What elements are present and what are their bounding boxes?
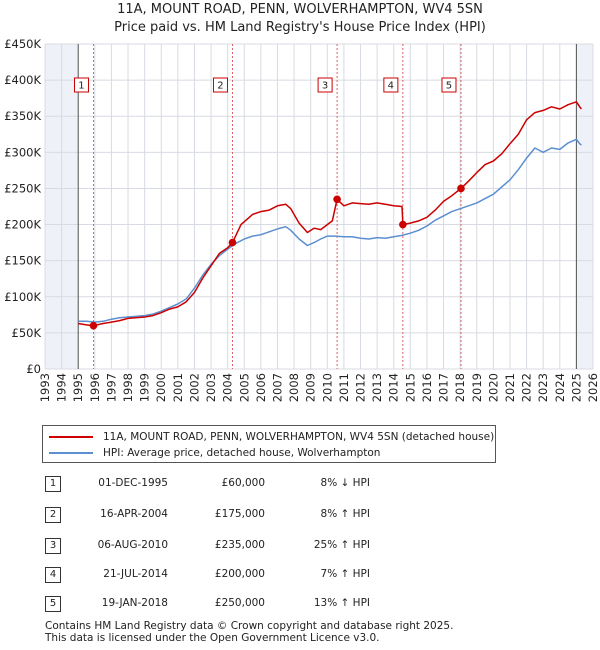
- x-tick-label: 2012: [354, 373, 368, 402]
- legend-swatch-red: [49, 436, 93, 438]
- marker-box: [383, 77, 399, 93]
- x-tick-label: 1994: [55, 373, 69, 402]
- x-tick-label: 2026: [586, 373, 600, 402]
- table-row: 4 21-JUL-2014 £200,000 7% ↑ HPI: [0, 567, 600, 585]
- row-hpi: 7% ↑ HPI: [320, 568, 370, 580]
- row-date: 21-JUL-2014: [103, 568, 168, 580]
- x-tick-label: 2004: [221, 373, 235, 402]
- row-number-badge: 1: [45, 476, 61, 492]
- marker-label: 4: [388, 81, 394, 92]
- x-tick-label: 2020: [486, 373, 500, 402]
- chart-legend: 11A, MOUNT ROAD, PENN, WOLVERHAMPTON, WV…: [42, 425, 496, 463]
- y-tick-label: £150K: [4, 254, 41, 268]
- row-date: 01-DEC-1995: [98, 477, 168, 489]
- row-price: £235,000: [214, 539, 265, 551]
- x-tick-label: 1998: [121, 373, 135, 402]
- x-tick-label: 2017: [437, 373, 451, 402]
- legend-swatch-blue: [49, 452, 93, 454]
- row-hpi: 8% ↑ HPI: [320, 508, 370, 520]
- marker-box: [441, 77, 457, 93]
- x-tick-label: 2021: [503, 373, 517, 402]
- row-price: £200,000: [214, 568, 265, 580]
- y-tick-label: £400K: [4, 73, 41, 87]
- x-tick-label: 2001: [171, 373, 185, 402]
- x-tick-label: 2008: [287, 373, 301, 402]
- x-tick-label: 2003: [204, 373, 218, 402]
- row-number-badge: 2: [45, 507, 61, 523]
- table-row: 1 01-DEC-1995 £60,000 8% ↓ HPI: [0, 476, 600, 494]
- legend-label-hpi: HPI: Average price, detached house, Wolv…: [103, 447, 381, 459]
- x-tick-label: 2009: [304, 373, 318, 402]
- x-tick-label: 2011: [337, 373, 351, 402]
- price-chart: 1 2 3 4 5 £0 £50K £100K £150K £200K £250K £300K £35…: [4, 37, 600, 402]
- hpi-line: [78, 138, 582, 323]
- x-tick-label: 1997: [104, 373, 118, 402]
- x-tick-label: 2014: [387, 373, 401, 402]
- marker-box: [73, 77, 89, 93]
- x-tick-label: 2018: [453, 373, 467, 402]
- sale-point: [457, 184, 465, 193]
- x-tick-label: 2015: [403, 373, 417, 402]
- y-tick-label: £450K: [4, 37, 41, 51]
- row-hpi: 25% ↑ HPI: [313, 539, 370, 551]
- row-number-badge: 4: [45, 567, 61, 583]
- table-row: 2 16-APR-2004 £175,000 8% ↑ HPI: [0, 507, 600, 525]
- legend-item-property: 11A, MOUNT ROAD, PENN, WOLVERHAMPTON, WV…: [49, 430, 494, 444]
- marker-label: 2: [217, 81, 223, 92]
- x-tick-label: 2010: [320, 373, 334, 402]
- footer-copyright: Contains HM Land Registry data © Crown c…: [45, 620, 454, 632]
- sale-point: [89, 321, 98, 330]
- x-tick-label: 2000: [154, 373, 168, 402]
- x-tick-label: 1999: [138, 373, 152, 402]
- marker-box: [212, 77, 228, 93]
- row-price: £250,000: [214, 597, 265, 609]
- marker-label: 5: [446, 81, 452, 92]
- marker-label: 1: [78, 81, 84, 92]
- x-tick-label: 1996: [88, 373, 102, 402]
- y-tick-label: £100K: [4, 290, 41, 304]
- y-tick-label: £0: [26, 362, 41, 376]
- table-row: 3 06-AUG-2010 £235,000 25% ↑ HPI: [0, 538, 600, 556]
- marker-label: 3: [322, 81, 328, 92]
- row-number-badge: 5: [45, 596, 61, 612]
- row-price: £60,000: [221, 477, 265, 489]
- chart-title: 11A, MOUNT ROAD, PENN, WOLVERHAMPTON, WV…: [117, 2, 483, 17]
- x-tick-label: 2019: [470, 373, 484, 402]
- x-tick-label: 2005: [237, 373, 251, 402]
- y-tick-label: £250K: [4, 181, 41, 195]
- row-date: 06-AUG-2010: [97, 539, 168, 551]
- y-tick-label: £350K: [4, 109, 41, 123]
- y-tick-label: £300K: [4, 145, 41, 159]
- x-tick-label: 1995: [71, 373, 85, 402]
- sale-point: [228, 238, 237, 247]
- x-tick-label: 2022: [520, 373, 534, 402]
- row-date: 16-APR-2004: [100, 508, 168, 520]
- x-tick-label: 2013: [370, 373, 384, 402]
- y-tick-label: £200K: [4, 218, 41, 232]
- legend-label-property: 11A, MOUNT ROAD, PENN, WOLVERHAMPTON, WV…: [103, 431, 495, 443]
- row-date: 19-JAN-2018: [101, 597, 168, 609]
- x-tick-label: 1993: [38, 373, 52, 402]
- legend-item-hpi: HPI: Average price, detached house, Wolv…: [49, 446, 380, 460]
- x-tick-label: 2016: [420, 373, 434, 402]
- table-row: 5 19-JAN-2018 £250,000 13% ↑ HPI: [0, 596, 600, 614]
- x-tick-label: 2007: [270, 373, 284, 402]
- chart-subtitle: Price paid vs. HM Land Registry's House …: [114, 20, 486, 35]
- row-number-badge: 3: [45, 538, 61, 554]
- x-tick-label: 2023: [536, 373, 550, 402]
- marker-box: [317, 77, 333, 93]
- x-tick-label: 2025: [569, 373, 583, 402]
- sale-point: [333, 195, 341, 204]
- row-price: £175,000: [214, 508, 265, 520]
- x-tick-label: 2006: [254, 373, 268, 402]
- row-hpi: 13% ↑ HPI: [313, 597, 370, 609]
- row-hpi: 8% ↓ HPI: [320, 477, 370, 489]
- sale-point: [399, 220, 407, 229]
- y-tick-label: £50K: [12, 326, 42, 340]
- footer-license: This data is licensed under the Open Gov…: [45, 632, 380, 644]
- x-tick-label: 2002: [187, 373, 201, 402]
- x-tick-label: 2024: [553, 373, 567, 402]
